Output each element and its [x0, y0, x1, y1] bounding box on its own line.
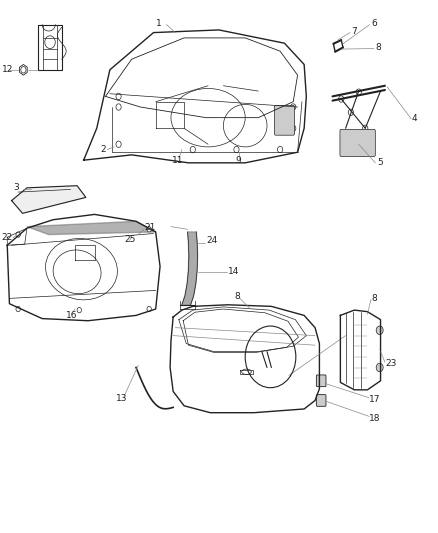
Text: 6: 6: [371, 19, 377, 28]
Circle shape: [376, 326, 383, 335]
FancyBboxPatch shape: [340, 130, 375, 157]
Circle shape: [116, 104, 121, 110]
FancyBboxPatch shape: [316, 375, 326, 386]
FancyBboxPatch shape: [316, 394, 326, 406]
Text: 2: 2: [100, 145, 106, 154]
Text: 25: 25: [124, 235, 136, 244]
Circle shape: [290, 104, 296, 110]
Text: 16: 16: [66, 311, 78, 320]
Circle shape: [147, 306, 151, 312]
Circle shape: [278, 147, 283, 153]
Text: 5: 5: [377, 158, 383, 167]
Circle shape: [116, 93, 121, 100]
Text: 3: 3: [13, 183, 19, 192]
Circle shape: [348, 109, 353, 116]
Text: 13: 13: [116, 394, 127, 403]
FancyBboxPatch shape: [275, 106, 294, 135]
Circle shape: [16, 306, 20, 312]
Text: 21: 21: [144, 223, 155, 232]
Circle shape: [356, 89, 361, 95]
Text: 12: 12: [2, 66, 13, 74]
Circle shape: [190, 147, 195, 153]
Polygon shape: [20, 64, 27, 75]
Polygon shape: [27, 221, 155, 235]
Circle shape: [290, 125, 296, 132]
Text: 17: 17: [369, 395, 381, 404]
Circle shape: [339, 96, 344, 102]
Text: 14: 14: [228, 268, 239, 276]
Text: 8: 8: [372, 294, 378, 303]
Circle shape: [16, 232, 20, 237]
Text: 18: 18: [369, 414, 381, 423]
Text: 23: 23: [386, 359, 397, 368]
Text: 4: 4: [412, 114, 417, 123]
Circle shape: [116, 141, 121, 148]
Text: 22: 22: [2, 233, 13, 243]
Text: 7: 7: [351, 27, 357, 36]
Circle shape: [234, 147, 239, 153]
Text: 8: 8: [234, 292, 240, 301]
Text: 9: 9: [235, 156, 241, 165]
Text: 8: 8: [375, 43, 381, 52]
Text: 1: 1: [155, 19, 162, 28]
Circle shape: [77, 308, 81, 313]
Circle shape: [147, 227, 151, 232]
Polygon shape: [12, 185, 86, 213]
Circle shape: [376, 364, 383, 372]
Text: 11: 11: [172, 156, 184, 165]
Polygon shape: [182, 232, 198, 305]
Text: 24: 24: [206, 237, 217, 246]
Circle shape: [363, 125, 368, 132]
